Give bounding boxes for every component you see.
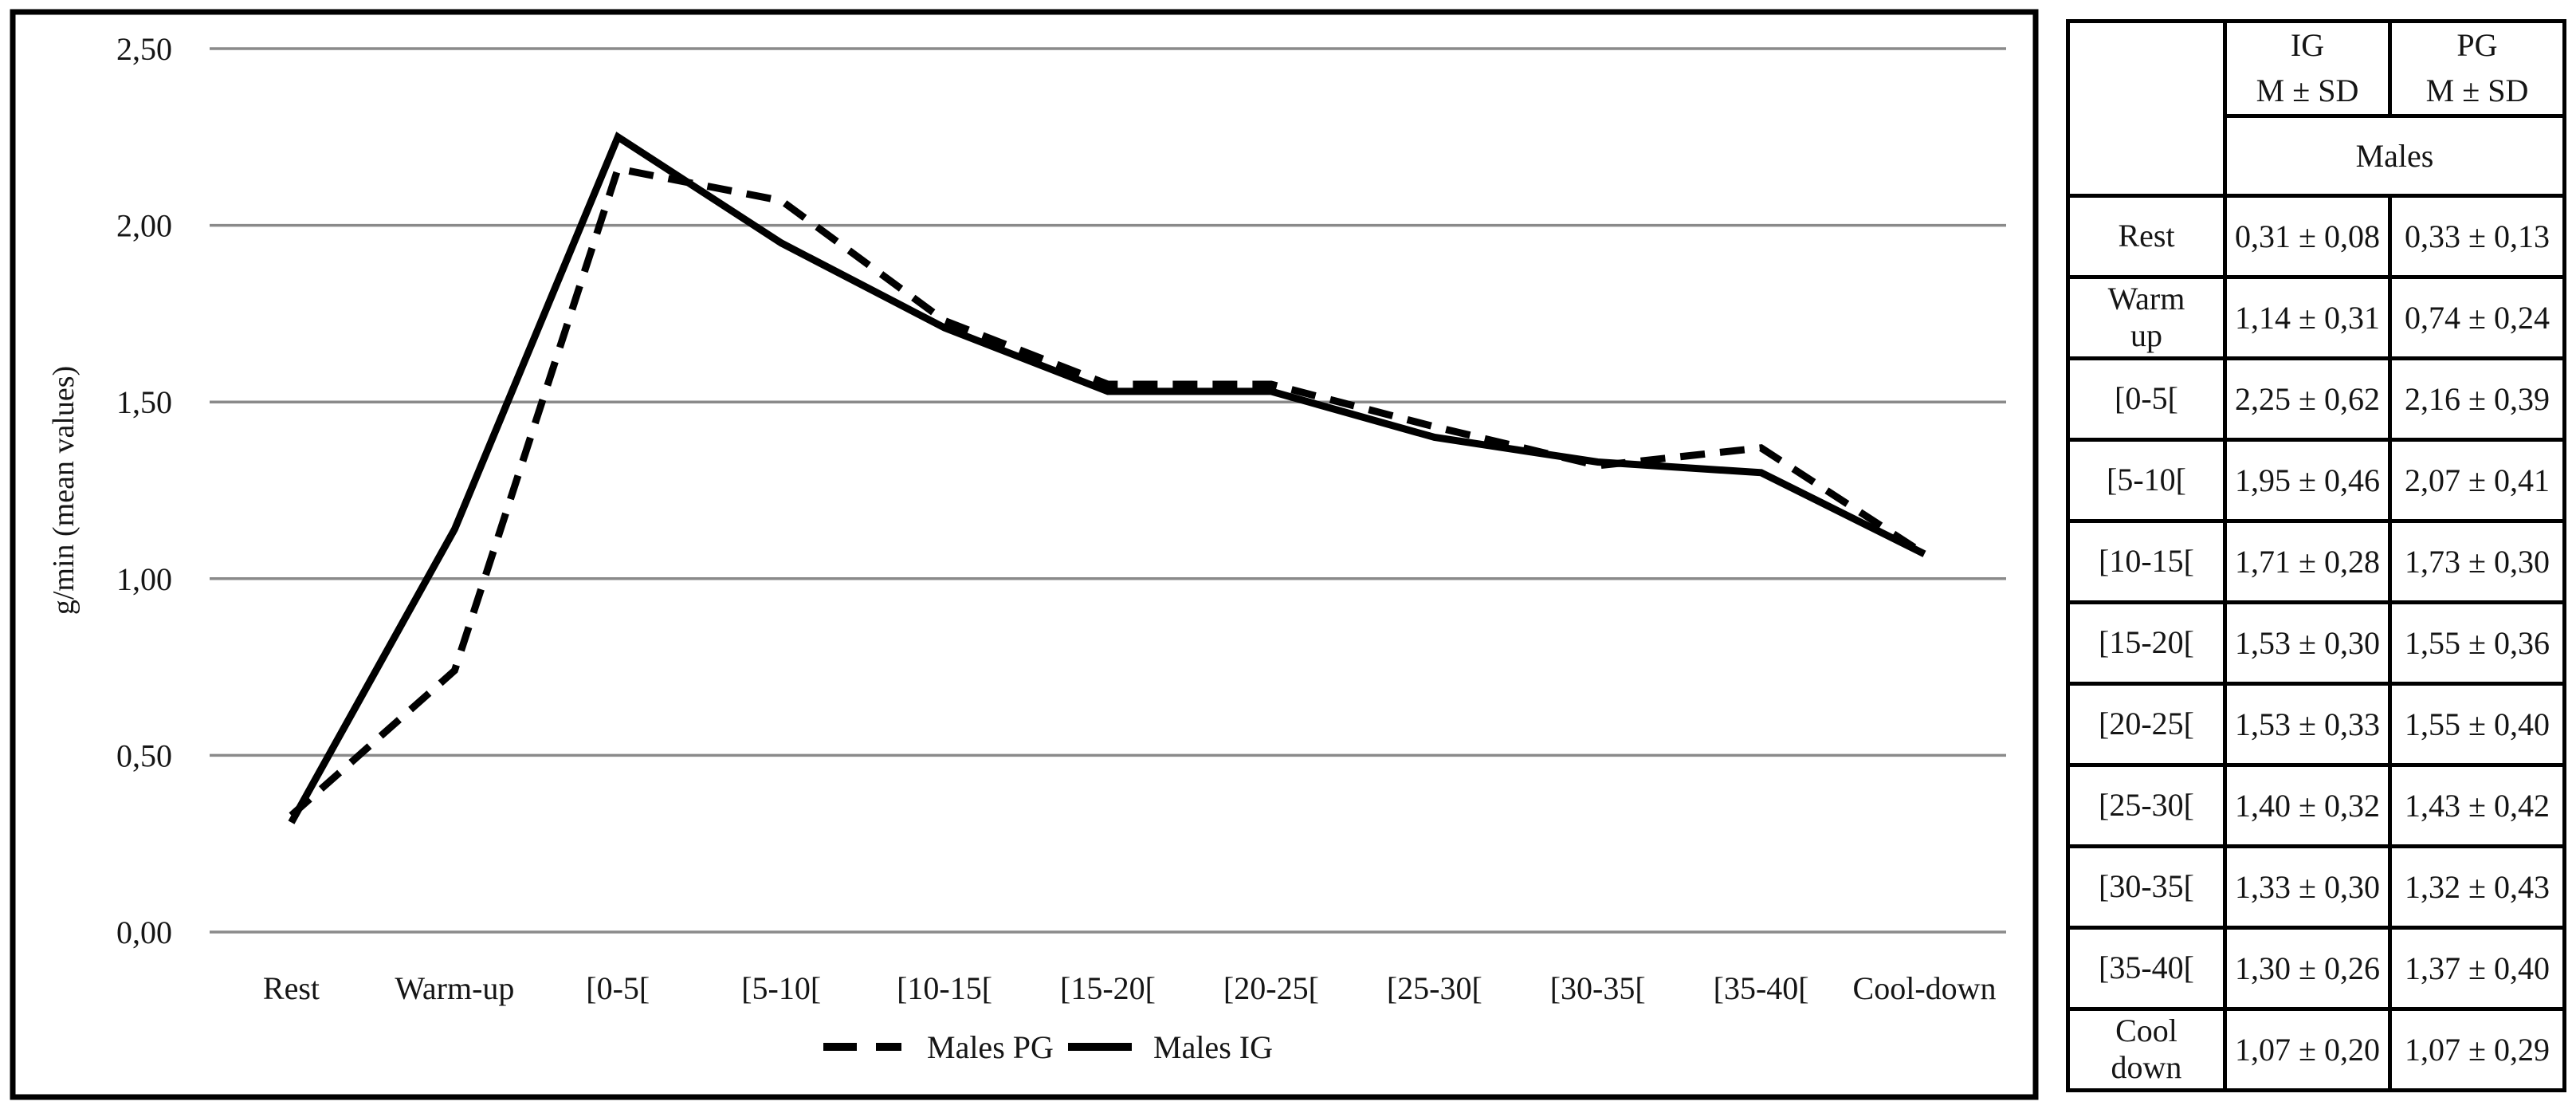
pg-value: 1,73 ± 0,30 [2388, 518, 2566, 604]
table-row-15-20: [15-20[ 1,53 ± 0,30 1,55 ± 0,36 [2066, 600, 2566, 686]
pg-value: 2,16 ± 0,39 [2388, 356, 2566, 442]
pg-value: 1,37 ± 0,40 [2388, 925, 2566, 1011]
y-tick-label-0,00: 0,00 [116, 914, 172, 950]
group-header-males: Males [2223, 113, 2566, 198]
col-header-pg: PG M ± SD [2388, 19, 2566, 118]
series-line-males-ig [288, 132, 1926, 824]
pg-value: 0,74 ± 0,24 [2388, 274, 2566, 360]
table-row-30-35: [30-35[ 1,33 ± 0,30 1,32 ± 0,43 [2066, 844, 2566, 930]
ig-value: 1,53 ± 0,33 [2223, 681, 2392, 767]
ig-value: 1,71 ± 0,28 [2223, 518, 2392, 604]
x-tick-label--25-30-: [25-30[ [1387, 970, 1482, 1006]
x-tick-label-warm-up: Warm-up [395, 970, 514, 1006]
ig-value: 1,14 ± 0,31 [2223, 274, 2392, 360]
y-tick-label-2,00: 2,00 [116, 208, 172, 244]
ig-value: 1,40 ± 0,32 [2223, 762, 2392, 848]
row-label: [25-30[ [2066, 762, 2227, 848]
legend-label-males-pg: Males PG [927, 1029, 1054, 1065]
y-tick-label-0,50: 0,50 [116, 737, 172, 773]
ig-value: 1,95 ± 0,46 [2223, 437, 2392, 523]
table-row-35-40: [35-40[ 1,30 ± 0,26 1,37 ± 0,40 [2066, 925, 2566, 1011]
x-tick-label--15-20-: [15-20[ [1060, 970, 1156, 1006]
row-label: [0-5[ [2066, 356, 2227, 442]
pg-value: 1,55 ± 0,40 [2388, 681, 2566, 767]
row-label: [35-40[ [2066, 925, 2227, 1011]
row-label: [15-20[ [2066, 600, 2227, 686]
x-tick-label--35-40-: [35-40[ [1714, 970, 1809, 1006]
ig-value: 2,25 ± 0,62 [2223, 356, 2392, 442]
col-header-pg-name: PG [2456, 27, 2498, 63]
table-row-25-30: [25-30[ 1,40 ± 0,32 1,43 ± 0,42 [2066, 762, 2566, 848]
ig-value: 1,33 ± 0,30 [2223, 844, 2392, 930]
row-label: Rest [2066, 193, 2227, 279]
pg-value: 1,07 ± 0,29 [2388, 1006, 2566, 1092]
x-tick-label--0-5-: [0-5[ [586, 970, 650, 1006]
y-axis-title: g/min (mean values) [47, 366, 80, 615]
y-tick-label-1,50: 1,50 [116, 384, 172, 420]
ig-value: 0,31 ± 0,08 [2223, 193, 2392, 279]
col-header-pg-stat: M ± SD [2425, 72, 2529, 108]
x-tick-label--5-10-: [5-10[ [741, 970, 821, 1006]
table-header-row: IG M ± SD PG M ± SD [2066, 19, 2566, 198]
pg-value: 1,43 ± 0,42 [2388, 762, 2566, 848]
row-label: [20-25[ [2066, 681, 2227, 767]
pg-value: 2,07 ± 0,41 [2388, 437, 2566, 523]
ig-value: 1,53 ± 0,30 [2223, 600, 2392, 686]
col-header-ig: IG M ± SD [2223, 19, 2392, 118]
x-tick-label--10-15-: [10-15[ [897, 970, 992, 1006]
y-tick-label-2,50: 2,50 [116, 31, 172, 67]
row-label: Warm up [2066, 274, 2227, 360]
legend-label-males-ig: Males IG [1153, 1029, 1273, 1065]
x-tick-label--30-35-: [30-35[ [1550, 970, 1646, 1006]
row-label: [5-10[ [2066, 437, 2227, 523]
pg-value: 0,33 ± 0,13 [2388, 193, 2566, 279]
x-tick-label-rest: Rest [263, 970, 320, 1006]
pg-value: 1,32 ± 0,43 [2388, 844, 2566, 930]
series-line-males-pg [289, 164, 1926, 819]
x-tick-label--20-25-: [20-25[ [1223, 970, 1319, 1006]
col-header-ig-name: IG [2290, 27, 2325, 63]
table-row-cooldown: Cool down 1,07 ± 0,20 1,07 ± 0,29 [2066, 1006, 2566, 1092]
table-group-row: Males [2068, 113, 2566, 198]
table-row-20-25: [20-25[ 1,53 ± 0,33 1,55 ± 0,40 [2066, 681, 2566, 767]
table-row-rest: Rest 0,31 ± 0,08 0,33 ± 0,13 [2066, 193, 2566, 279]
ig-value: 1,30 ± 0,26 [2223, 925, 2392, 1011]
corner-cell [2066, 19, 2227, 198]
y-tick-label-1,00: 1,00 [116, 561, 172, 597]
chart-border [10, 9, 2039, 1100]
row-label: [10-15[ [2066, 518, 2227, 604]
ig-value: 1,07 ± 0,20 [2223, 1006, 2392, 1092]
table-row-10-15: [10-15[ 1,71 ± 0,28 1,73 ± 0,30 [2066, 518, 2566, 604]
table-row-0-5: [0-5[ 2,25 ± 0,62 2,16 ± 0,39 [2066, 356, 2566, 442]
row-label: Cool down [2066, 1006, 2227, 1092]
x-tick-label-cool-down: Cool-down [1853, 970, 1997, 1006]
col-header-ig-stat: M ± SD [2256, 72, 2359, 108]
row-label: [30-35[ [2066, 844, 2227, 930]
stats-table: IG M ± SD PG M ± SD Males Rest 0,31 ± 0,… [2066, 19, 2566, 1092]
table-row-warmup: Warm up 1,14 ± 0,31 0,74 ± 0,24 [2066, 274, 2566, 360]
table-row-5-10: [5-10[ 1,95 ± 0,46 2,07 ± 0,41 [2066, 437, 2566, 523]
pg-value: 1,55 ± 0,36 [2388, 600, 2566, 686]
